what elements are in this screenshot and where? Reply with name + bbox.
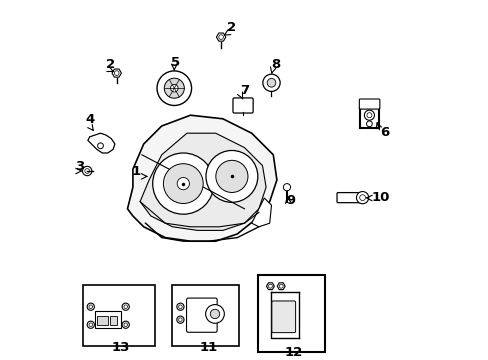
Bar bbox=[171, 285, 239, 346]
Polygon shape bbox=[88, 133, 115, 153]
Text: 11: 11 bbox=[199, 341, 217, 354]
Circle shape bbox=[283, 184, 290, 191]
Text: 7: 7 bbox=[239, 84, 248, 97]
Circle shape bbox=[122, 321, 129, 328]
Circle shape bbox=[215, 160, 247, 193]
Bar bbox=[97, 316, 107, 325]
Circle shape bbox=[82, 166, 92, 176]
Circle shape bbox=[98, 143, 103, 149]
Circle shape bbox=[210, 309, 219, 319]
Circle shape bbox=[122, 303, 129, 310]
Circle shape bbox=[205, 305, 224, 323]
Text: 12: 12 bbox=[284, 346, 302, 359]
Bar bbox=[258, 275, 324, 352]
FancyBboxPatch shape bbox=[359, 99, 379, 109]
Circle shape bbox=[364, 110, 374, 120]
Circle shape bbox=[152, 153, 213, 214]
Text: 2: 2 bbox=[106, 58, 115, 71]
Bar bbox=[95, 311, 121, 328]
Bar bbox=[110, 316, 117, 325]
Circle shape bbox=[170, 84, 178, 92]
FancyBboxPatch shape bbox=[271, 301, 295, 333]
Text: 5: 5 bbox=[171, 55, 180, 68]
Polygon shape bbox=[140, 133, 265, 230]
Polygon shape bbox=[127, 115, 276, 241]
Circle shape bbox=[366, 121, 371, 127]
Polygon shape bbox=[216, 33, 225, 41]
Text: 13: 13 bbox=[111, 341, 129, 354]
FancyBboxPatch shape bbox=[336, 193, 363, 203]
Polygon shape bbox=[277, 283, 285, 290]
Circle shape bbox=[87, 321, 94, 328]
Text: 2: 2 bbox=[227, 21, 236, 33]
Circle shape bbox=[177, 303, 183, 310]
Circle shape bbox=[177, 177, 189, 190]
FancyBboxPatch shape bbox=[232, 98, 253, 113]
FancyBboxPatch shape bbox=[186, 298, 217, 332]
Text: 10: 10 bbox=[371, 190, 389, 203]
Polygon shape bbox=[266, 283, 274, 290]
Circle shape bbox=[87, 303, 94, 310]
Text: 9: 9 bbox=[286, 194, 295, 207]
Circle shape bbox=[205, 150, 257, 202]
Text: 4: 4 bbox=[85, 113, 95, 126]
Circle shape bbox=[356, 192, 368, 204]
Circle shape bbox=[263, 74, 280, 91]
Circle shape bbox=[157, 71, 191, 105]
Text: 6: 6 bbox=[380, 126, 388, 139]
Text: 1: 1 bbox=[131, 165, 140, 177]
Circle shape bbox=[164, 78, 184, 98]
Text: 3: 3 bbox=[75, 160, 84, 173]
Bar bbox=[83, 285, 155, 346]
Polygon shape bbox=[112, 69, 121, 77]
Circle shape bbox=[177, 316, 183, 323]
Circle shape bbox=[163, 164, 203, 203]
Polygon shape bbox=[251, 198, 271, 227]
Text: 8: 8 bbox=[270, 58, 280, 71]
Circle shape bbox=[266, 78, 275, 87]
